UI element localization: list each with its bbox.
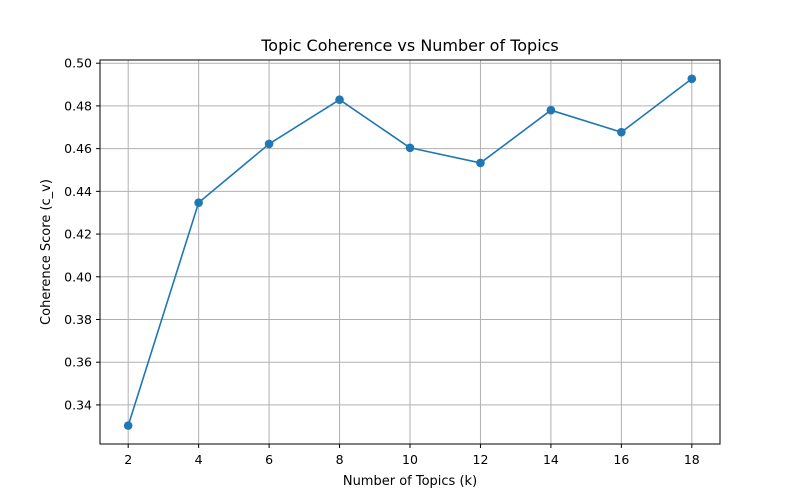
x-tick-label: 4	[195, 452, 203, 467]
x-tick-label: 8	[336, 452, 344, 467]
y-tick-label: 0.34	[64, 397, 92, 412]
data-point	[123, 421, 133, 430]
data-point	[546, 105, 556, 115]
y-axis-label: Coherence Score (c_v)	[39, 179, 54, 325]
x-tick-label: 12	[473, 452, 489, 467]
y-tick-label: 0.42	[64, 227, 92, 242]
data-point	[335, 95, 344, 105]
data-point	[405, 143, 415, 153]
data-point	[687, 74, 697, 84]
data-point	[194, 198, 203, 207]
y-axis-ticks: 0.34 0.36 0.38 0.40 0.42 0.44 0.46 0.48 0.50	[64, 56, 100, 412]
x-axis-label: Number of Topics (k)	[343, 474, 477, 489]
x-tick-label: 6	[265, 452, 273, 467]
y-tick-label: 0.50	[64, 56, 92, 71]
x-tick-label: 16	[613, 452, 629, 467]
y-tick-label: 0.40	[64, 269, 92, 284]
x-axis-ticks: 2 4 6 8 10 12 14 16 18	[124, 444, 700, 467]
y-tick-label: 0.38	[64, 312, 92, 327]
x-tick-label: 14	[543, 452, 559, 467]
series-layer	[123, 74, 697, 430]
y-tick-label: 0.36	[64, 355, 92, 370]
x-tick-label: 2	[124, 452, 132, 467]
data-point	[617, 127, 626, 137]
data-point	[264, 139, 274, 149]
y-tick-label: 0.48	[64, 98, 92, 113]
grid	[100, 60, 720, 444]
data-point	[476, 158, 485, 168]
x-tick-label: 10	[402, 452, 418, 467]
chart-title: Topic Coherence vs Number of Topics	[260, 36, 559, 55]
x-tick-label: 18	[684, 452, 700, 467]
y-tick-label: 0.46	[64, 141, 92, 156]
y-tick-label: 0.44	[64, 184, 92, 199]
